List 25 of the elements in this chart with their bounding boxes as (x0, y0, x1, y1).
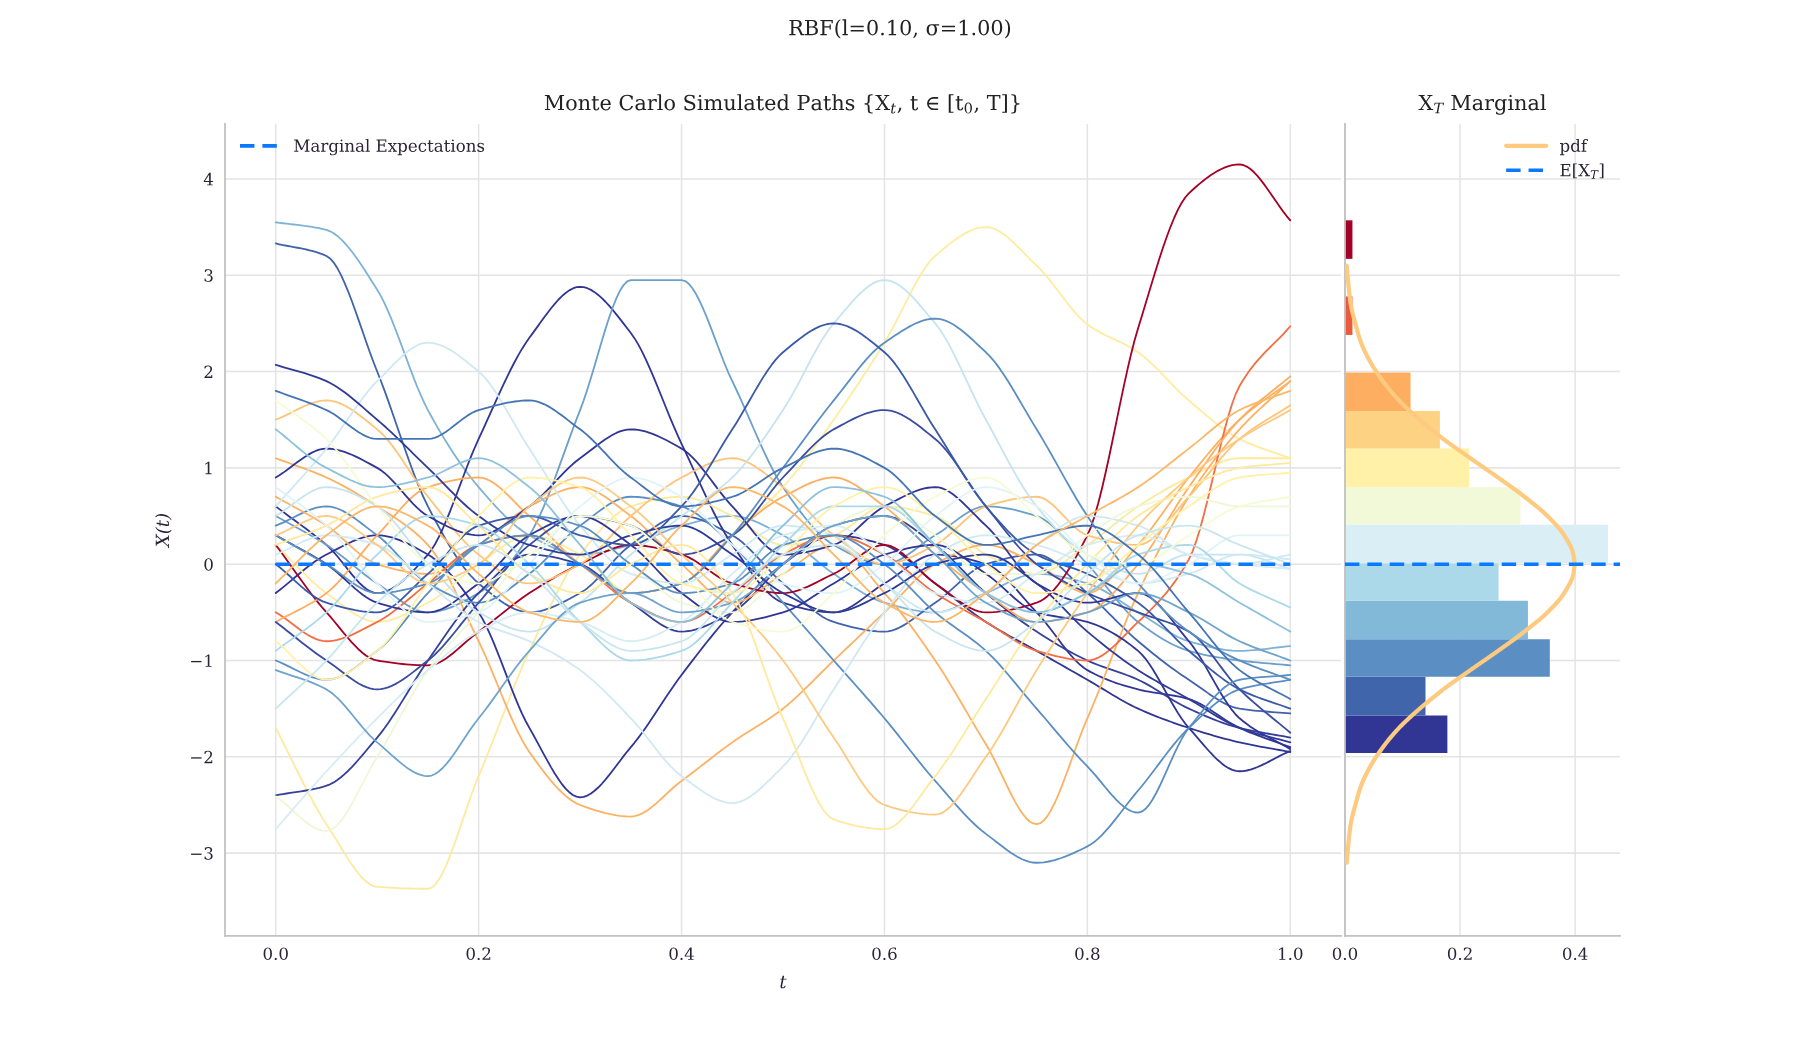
y-tick-label: 3 (204, 269, 213, 282)
y-tick-label: 4 (203, 172, 214, 186)
x-tick-label: 0.4 (1562, 947, 1588, 960)
x-tick-label: 0.0 (263, 947, 288, 960)
y-tick-label: 2 (204, 365, 213, 378)
y-axis-title: X(t) (155, 514, 172, 549)
x-tick-label: 0.2 (1447, 947, 1472, 960)
chart-title: Monte Carlo Simulated Paths {X$_{t}$, t ∈ [t$_{0}$, T]} (544, 94, 1020, 114)
x-tick-label: 0.0 (1332, 947, 1358, 960)
y-tick-label: −3 (191, 847, 213, 860)
x-tick-label: 0.4 (669, 947, 694, 960)
x-tick-label: 1.0 (1279, 947, 1303, 960)
legend-label: pdf (1559, 139, 1589, 156)
legend-label: E[X$_{T}$] (1560, 163, 1604, 179)
legend-label: Marginal Expectations (294, 139, 485, 156)
y-tick-label: −1 (191, 654, 212, 667)
y-tick-label: 0 (204, 558, 213, 571)
x-tick-label: 0.8 (1075, 947, 1100, 960)
x-tick-label: 0.6 (872, 947, 897, 960)
y-tick-label: −2 (191, 750, 213, 764)
text: RBF(l=0.10, σ=1.00) (789, 19, 1011, 39)
x-tick-label: 0.2 (466, 947, 491, 960)
chart-title: X$_{T}$ Marginal (1418, 94, 1546, 115)
x-axis-title: t (780, 975, 787, 989)
y-tick-label: 1 (205, 461, 212, 475)
